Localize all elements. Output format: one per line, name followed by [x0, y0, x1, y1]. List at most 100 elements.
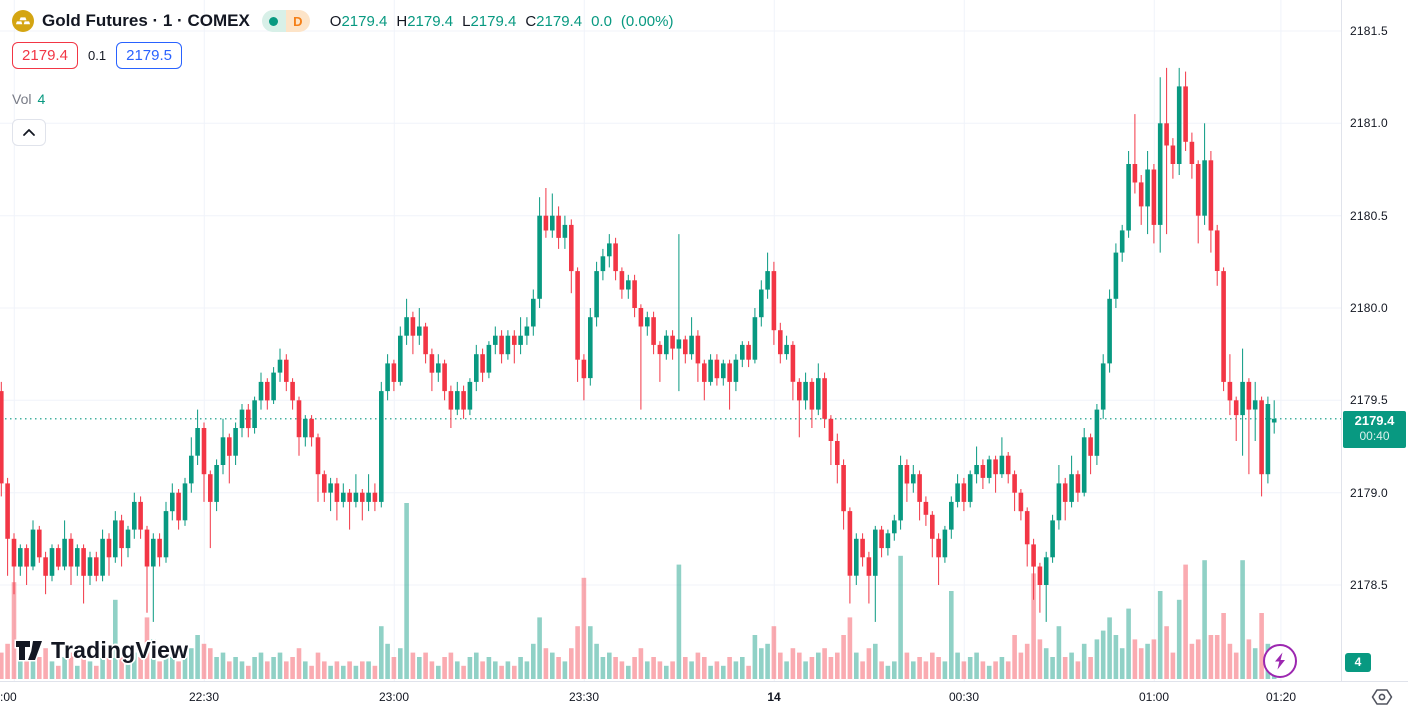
candle-body: [56, 548, 61, 567]
candle-body: [879, 529, 884, 549]
candle-body: [398, 335, 403, 382]
candle-body: [30, 529, 36, 567]
volume-bar: [518, 657, 523, 679]
volume-bar: [986, 665, 992, 679]
candle-body: [936, 538, 941, 558]
volume-bar: [1151, 639, 1157, 679]
candle-body: [448, 391, 454, 410]
volume-bar: [562, 661, 568, 679]
volume-bar: [841, 635, 846, 679]
candle-body: [626, 280, 631, 290]
volume-bar: [689, 661, 694, 679]
volume-bar: [1183, 564, 1188, 679]
candle-body: [1145, 169, 1150, 207]
volume-bar: [664, 665, 669, 679]
volume-bar: [68, 652, 74, 679]
volume-bar: [835, 652, 840, 679]
candle-body: [455, 391, 460, 410]
volume-bar: [822, 648, 827, 679]
volume-bar: [626, 665, 631, 679]
candle-body: [803, 381, 808, 401]
price-axis[interactable]: 2181.5 2181.0 2180.5 2180.0 2179.5 2179.0 2178…: [1341, 0, 1408, 681]
candle-body: [144, 529, 150, 567]
candle-body: [695, 335, 701, 364]
volume-bar: [759, 648, 764, 679]
candle-body: [100, 538, 105, 576]
candle-body: [1221, 271, 1226, 382]
volume-bar: [448, 652, 454, 679]
candle-body: [239, 409, 245, 429]
candle-body: [531, 298, 536, 327]
volume-bar: [771, 626, 777, 679]
chart-properties-hexagon-icon[interactable]: [1366, 686, 1398, 708]
volume-bar: [1107, 617, 1112, 679]
candle-body: [1056, 483, 1062, 521]
volume-bar: [1145, 643, 1150, 679]
volume-bar: [619, 661, 625, 679]
candle-body: [550, 215, 555, 231]
candle-body: [771, 271, 777, 331]
candle-body: [195, 428, 200, 456]
volume-bar: [328, 665, 333, 679]
volume-bar: [1214, 635, 1220, 679]
volume-bar: [550, 652, 555, 679]
volume-bar: [1113, 635, 1119, 679]
volume-bar: [512, 665, 517, 679]
buy-ask-button[interactable]: 2179.5: [116, 42, 183, 69]
collapse-legend-button[interactable]: [12, 119, 46, 146]
volume-bar: [695, 652, 701, 679]
candle-body: [341, 492, 346, 502]
candle-body: [0, 391, 4, 484]
volume-bar: [1189, 643, 1195, 679]
volume-bar: [277, 652, 283, 679]
candle-body: [911, 474, 916, 484]
tradingview-logo[interactable]: TradingView: [14, 637, 188, 664]
sell-bid-button[interactable]: 2179.4: [12, 42, 78, 69]
volume-bar: [765, 643, 770, 679]
open-label: O: [329, 12, 342, 30]
volume-bar: [417, 657, 422, 679]
symbol-title[interactable]: Gold Futures · 1 · COMEX: [42, 11, 250, 30]
candle-body: [524, 326, 530, 336]
candle-body: [486, 344, 492, 373]
instant-order-lightning-button[interactable]: [1263, 644, 1297, 678]
time-tick-label: 23:30: [568, 690, 600, 704]
volume-bar: [176, 661, 181, 679]
candle-body: [917, 474, 922, 502]
candle-body: [201, 428, 207, 475]
market-status-pill[interactable]: D: [261, 10, 310, 32]
volume-bar: [113, 599, 118, 679]
candle-body: [594, 271, 599, 318]
volume-bar: [1208, 635, 1214, 679]
change-percent: (0.00%): [620, 12, 674, 30]
candle-body: [512, 335, 517, 345]
volume-bar: [809, 657, 815, 679]
volume-bar: [721, 665, 726, 679]
tradingview-logo-text: TradingView: [51, 637, 189, 663]
candle-body: [372, 492, 378, 502]
candle-body: [993, 459, 998, 475]
candle-body: [68, 538, 74, 567]
volume-bar: [556, 657, 561, 679]
candle-body: [1069, 474, 1074, 502]
volume-bar: [1050, 657, 1055, 679]
lightning-bolt-icon: [1272, 652, 1288, 670]
volume-bar: [784, 661, 789, 679]
volume-bar: [347, 661, 352, 679]
volume-bar: [885, 665, 891, 679]
candle-body: [119, 520, 124, 549]
time-axis[interactable]: :00 22:30 23:00 23:30 14 00:30 01:00 01:20: [0, 681, 1408, 711]
candle-body: [1094, 409, 1100, 456]
candle-body: [163, 511, 169, 558]
volume-bar: [18, 657, 23, 679]
volume-bar: [1259, 613, 1264, 679]
candle-body: [1208, 160, 1214, 231]
candle-body: [949, 501, 954, 530]
candle-body: [24, 548, 29, 567]
volume-axis-badge: 4: [1345, 653, 1371, 672]
price-tick-label: 2181.0: [1350, 116, 1388, 131]
volume-bar: [474, 652, 479, 679]
candlestick-chart-canvas[interactable]: [0, 0, 1341, 681]
volume-bar: [1018, 652, 1024, 679]
candle-body: [258, 381, 264, 401]
